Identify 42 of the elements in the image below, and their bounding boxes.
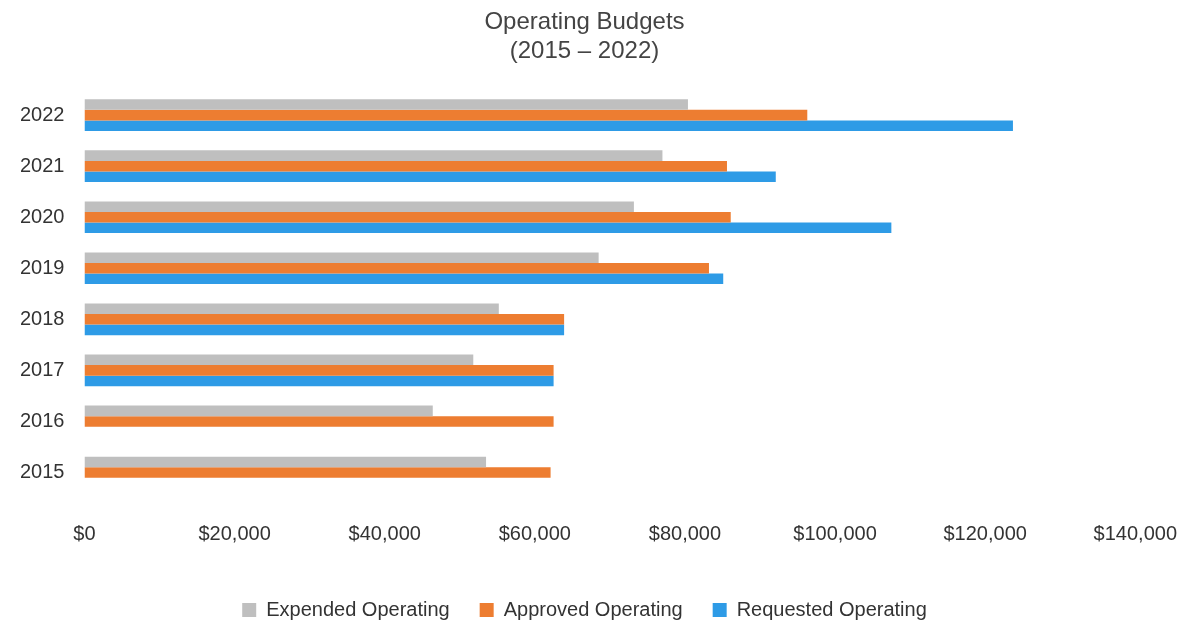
- bar: [84, 160, 727, 172]
- x-tick-label: $100,000: [793, 521, 877, 544]
- bar: [84, 303, 499, 315]
- bar: [84, 99, 688, 110]
- bar: [84, 456, 487, 468]
- bar: [84, 252, 599, 263]
- x-tick-label: $140,000: [1093, 521, 1177, 544]
- bar: [84, 365, 554, 376]
- bar: [84, 263, 709, 274]
- bar: [84, 375, 554, 387]
- bar: [84, 354, 474, 366]
- y-tick-label: 2016: [19, 408, 65, 431]
- y-tick-label: 2020: [19, 204, 65, 227]
- chart-title: Operating Budgets (2015 – 2022): [484, 7, 685, 63]
- bar: [84, 416, 554, 427]
- bar: [84, 467, 551, 478]
- x-tick-label: $40,000: [348, 521, 421, 544]
- bar: [84, 211, 731, 223]
- x-tick-label: $20,000: [198, 521, 271, 544]
- legend-label: Requested Operating: [736, 597, 927, 620]
- legend-label: Approved Operating: [503, 597, 683, 620]
- bar: [84, 120, 1013, 131]
- x-tick-label: $120,000: [943, 521, 1027, 544]
- bar: [84, 324, 565, 336]
- bar: [84, 109, 808, 121]
- y-tick-label: 2018: [19, 306, 65, 329]
- bar: [84, 150, 663, 161]
- bar: [84, 273, 724, 285]
- y-tick-label: 2019: [19, 255, 65, 278]
- x-tick-label: $0: [73, 521, 96, 544]
- bar: [84, 405, 433, 417]
- bar: [84, 314, 565, 325]
- y-tick-label: 2021: [19, 153, 65, 176]
- y-tick-label: 2017: [19, 357, 65, 380]
- bar: [84, 171, 776, 182]
- y-tick-label: 2015: [19, 459, 65, 482]
- bar: [84, 201, 634, 212]
- legend-label: Expended Operating: [266, 597, 450, 620]
- bar: [84, 222, 892, 234]
- x-tick-label: $80,000: [648, 521, 722, 544]
- y-tick-label: 2022: [19, 102, 65, 125]
- x-tick-label: $60,000: [498, 521, 571, 544]
